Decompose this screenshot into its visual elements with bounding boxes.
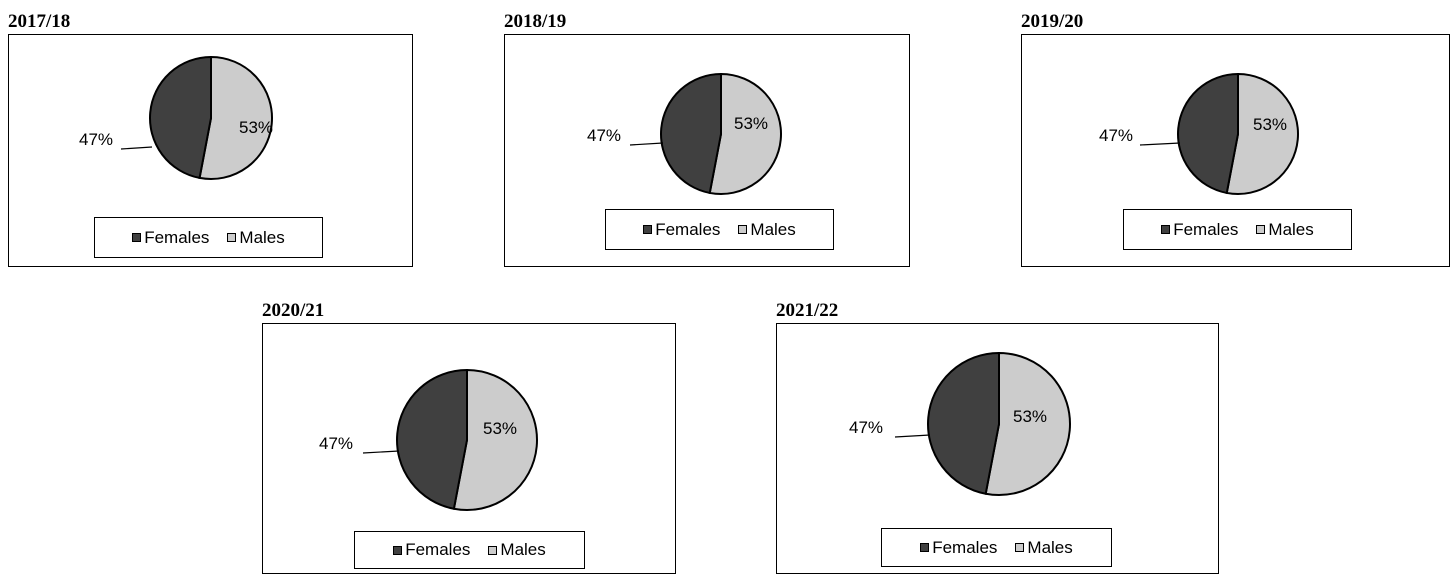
pie-chart: 47% 53% xyxy=(849,351,1072,496)
legend-item-males: Males xyxy=(488,540,546,560)
pie-slice-females xyxy=(927,351,1000,495)
chart-frame: 47% 53% Females Males xyxy=(504,34,910,267)
leader-line xyxy=(894,434,931,438)
chart-title: 2021/22 xyxy=(776,300,839,321)
females-swatch xyxy=(1161,225,1171,234)
data-label-males: 53% xyxy=(1013,407,1047,426)
males-swatch xyxy=(1015,543,1025,552)
chart-title: 2017/18 xyxy=(8,11,71,32)
legend-label: Females xyxy=(405,540,471,559)
legend-label: Females xyxy=(1173,219,1239,239)
pie-slice-females xyxy=(1177,72,1239,195)
pie-slice-males xyxy=(708,72,782,195)
pie-slice-males xyxy=(198,55,273,180)
pie-slice-males xyxy=(1225,72,1299,195)
pie-slice-females xyxy=(396,368,468,510)
females-swatch xyxy=(920,543,930,552)
legend-item-males: Males xyxy=(1015,537,1073,558)
legend-item-females: Females xyxy=(643,220,720,240)
data-label-females: 47% xyxy=(849,418,883,437)
chart-frame: 47% 53% Females Males xyxy=(1021,34,1450,267)
males-swatch xyxy=(738,225,748,234)
data-label-females: 47% xyxy=(1099,126,1133,145)
legend-item-females: Females xyxy=(1161,220,1238,240)
leader-line xyxy=(629,142,664,146)
legend-label: Males xyxy=(1027,537,1073,557)
chart-legend: Females Males xyxy=(94,217,323,258)
males-swatch xyxy=(1256,225,1266,234)
legend-label: Males xyxy=(500,540,546,559)
males-swatch xyxy=(227,233,237,242)
pie-slice-males xyxy=(452,368,538,511)
data-label-females: 47% xyxy=(79,130,113,149)
chart-frame: 47% 53% Females Males xyxy=(262,323,676,574)
legend-item-males: Males xyxy=(738,219,796,240)
chart-frame: 47% 53% Females Males xyxy=(8,34,413,267)
legend-item-females: Females xyxy=(132,228,209,248)
chart-title: 2018/19 xyxy=(504,11,567,32)
females-swatch xyxy=(393,545,403,555)
leader-line xyxy=(120,146,153,150)
pie-chart: 47% 53% xyxy=(1099,72,1299,195)
legend-label: Males xyxy=(750,219,796,239)
legend-label: Males xyxy=(239,227,285,247)
pie-chart: 47% 53% xyxy=(79,55,273,180)
males-swatch xyxy=(488,545,498,555)
leader-line xyxy=(362,450,400,454)
legend-item-females: Females xyxy=(920,538,997,558)
females-swatch xyxy=(643,225,653,234)
legend-label: Females xyxy=(932,537,998,557)
chart-legend: Females Males xyxy=(881,528,1112,567)
pie-slice-males xyxy=(984,351,1072,496)
chart-title: 2020/21 xyxy=(262,300,325,321)
data-label-males: 53% xyxy=(239,118,273,137)
data-label-males: 53% xyxy=(483,419,517,438)
legend-item-males: Males xyxy=(1256,219,1314,240)
chart-legend: Females Males xyxy=(1123,209,1352,250)
data-label-males: 53% xyxy=(734,114,768,133)
legend-item-males: Males xyxy=(227,227,285,248)
legend-label: Females xyxy=(655,219,721,239)
leader-line xyxy=(1139,142,1181,146)
pie-chart: 47% 53% xyxy=(319,368,538,511)
data-label-males: 53% xyxy=(1253,115,1287,134)
chart-legend: Females Males xyxy=(605,209,834,250)
legend-label: Males xyxy=(1268,219,1314,239)
legend-label: Females xyxy=(144,227,210,247)
legend-item-females: Females xyxy=(393,540,470,560)
data-label-females: 47% xyxy=(587,126,621,145)
chart-frame: 47% 53% Females Males xyxy=(776,323,1219,574)
females-swatch xyxy=(132,233,142,242)
pie-slice-females xyxy=(149,55,212,180)
chart-title: 2019/20 xyxy=(1021,11,1084,32)
pie-chart: 47% 53% xyxy=(587,72,782,195)
data-label-females: 47% xyxy=(319,434,353,453)
pie-slice-females xyxy=(660,72,722,195)
chart-legend: Females Males xyxy=(354,531,585,569)
